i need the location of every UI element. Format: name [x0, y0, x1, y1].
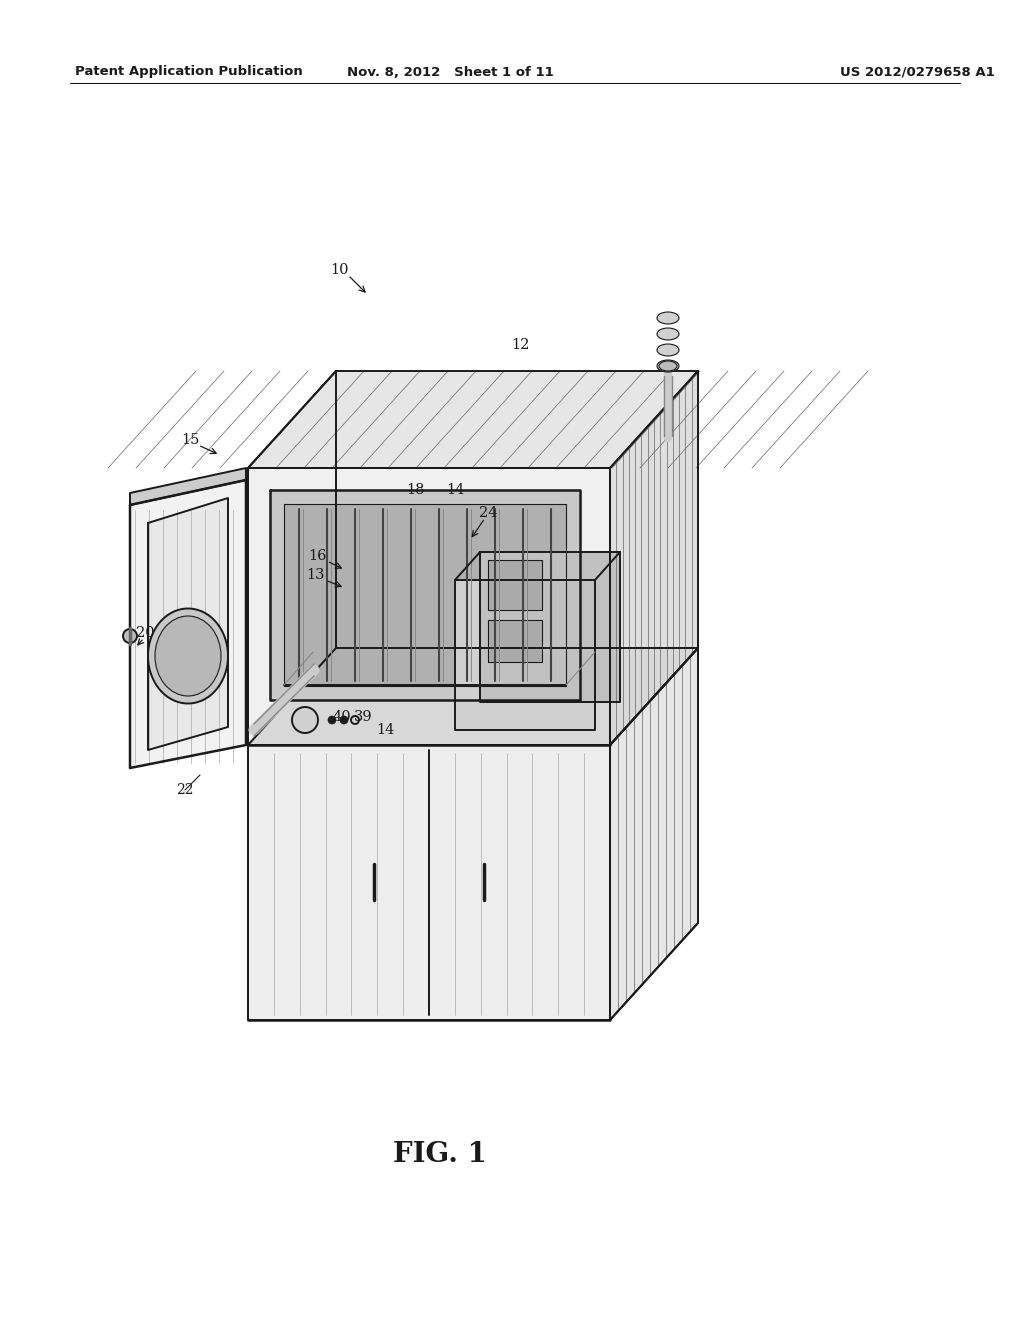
Ellipse shape — [155, 616, 221, 696]
Text: FIG. 1: FIG. 1 — [393, 1142, 487, 1168]
Polygon shape — [248, 371, 698, 469]
Text: 14: 14 — [376, 723, 394, 737]
Text: 10: 10 — [331, 263, 349, 277]
Text: 22: 22 — [176, 783, 194, 797]
Text: US 2012/0279658 A1: US 2012/0279658 A1 — [840, 66, 994, 78]
Ellipse shape — [340, 715, 348, 723]
Ellipse shape — [292, 708, 318, 733]
Text: 16: 16 — [309, 549, 328, 564]
Polygon shape — [130, 480, 246, 768]
Text: 12: 12 — [511, 338, 529, 352]
Text: 18: 18 — [406, 483, 424, 498]
Ellipse shape — [659, 360, 677, 371]
Ellipse shape — [657, 312, 679, 323]
Ellipse shape — [328, 715, 336, 723]
Text: 14: 14 — [445, 483, 464, 498]
Ellipse shape — [657, 360, 679, 372]
Text: Nov. 8, 2012   Sheet 1 of 11: Nov. 8, 2012 Sheet 1 of 11 — [347, 66, 553, 78]
Polygon shape — [248, 648, 698, 744]
Text: 39: 39 — [353, 710, 373, 723]
Text: 13: 13 — [306, 568, 325, 582]
Ellipse shape — [657, 345, 679, 356]
Polygon shape — [488, 560, 542, 610]
Polygon shape — [455, 579, 595, 730]
Ellipse shape — [148, 609, 228, 704]
Polygon shape — [284, 504, 566, 686]
Polygon shape — [480, 552, 620, 702]
Text: Patent Application Publication: Patent Application Publication — [75, 66, 303, 78]
Polygon shape — [488, 620, 542, 663]
Polygon shape — [130, 469, 246, 506]
Polygon shape — [610, 371, 698, 744]
Polygon shape — [248, 744, 610, 1020]
Polygon shape — [610, 648, 698, 1020]
Polygon shape — [148, 498, 228, 750]
Text: 24: 24 — [479, 506, 498, 520]
Polygon shape — [248, 469, 610, 744]
Ellipse shape — [657, 327, 679, 341]
Polygon shape — [270, 490, 580, 700]
Text: 20: 20 — [136, 626, 155, 640]
Text: 40: 40 — [333, 710, 351, 723]
Text: 15: 15 — [181, 433, 200, 447]
Ellipse shape — [123, 630, 137, 643]
